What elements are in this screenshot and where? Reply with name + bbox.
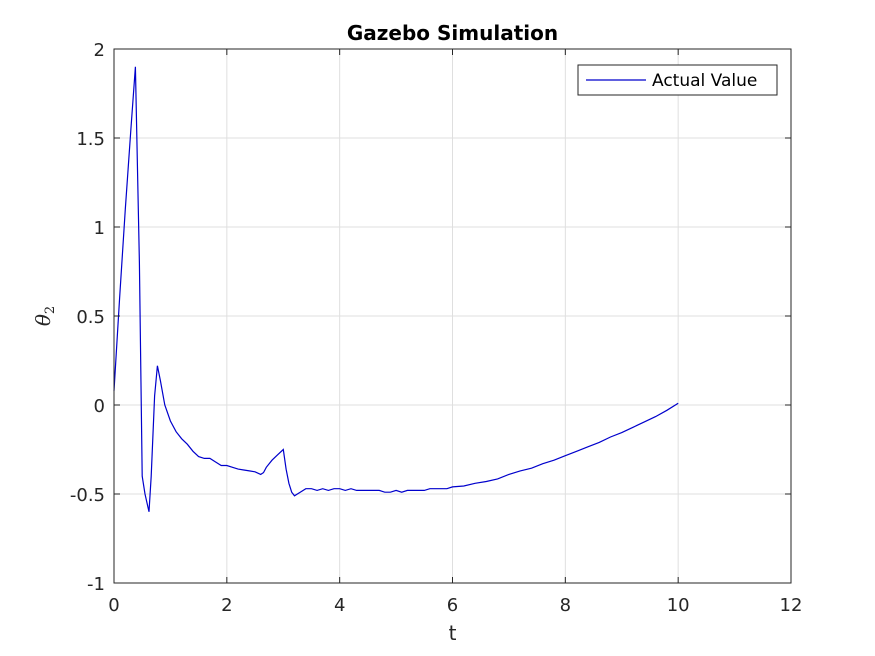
x-axis-label: t [449,621,457,645]
legend-label: Actual Value [652,71,757,91]
legend: Actual Value [577,64,778,96]
y-tick-label: -0.5 [70,485,105,506]
y-axis-label-symbol: θ [31,314,55,326]
x-tick-label: 6 [447,595,458,616]
y-tick-label: 1.5 [76,129,105,150]
x-tick-label: 2 [221,595,232,616]
series-line-actual-value [113,66,679,512]
y-tick-label: 0 [94,396,105,417]
y-axis-label-subscript: 2 [43,306,58,314]
x-tick-label: 0 [108,595,119,616]
y-tick-label: -1 [87,574,105,595]
x-tick-label: 4 [334,595,345,616]
x-tick-label: 8 [560,595,571,616]
axis-ticks: 0 2 4 6 8 10 12 -1 -0.5 0 0.5 1 1.5 2 [70,40,803,616]
y-tick-label: 1 [94,218,105,239]
y-axis-label: θ2 [31,306,58,326]
x-tick-label: 10 [667,595,690,616]
chart-title: Gazebo Simulation [347,21,558,45]
y-tick-label: 2 [94,40,105,61]
y-tick-label: 0.5 [76,307,105,328]
x-tick-label: 12 [780,595,803,616]
